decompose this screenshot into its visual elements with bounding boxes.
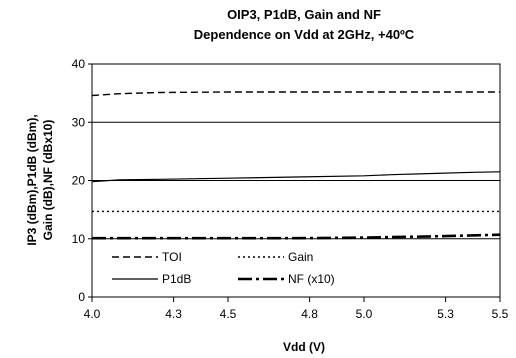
legend-label-3: NF (x10) <box>288 272 335 286</box>
series-line-3 <box>92 233 501 240</box>
x-tick-label-2: 4.5 <box>220 307 237 321</box>
axes: 0 10 20 30 40 4.0 4.3 4.5 4.8 5.0 5.3 5.5 <box>72 57 509 321</box>
x-tick-label-0: 4.0 <box>84 307 101 321</box>
y-tick-label-4: 40 <box>72 57 86 71</box>
y-axis-title-line1: IP3 (dBm),P1dB (dBm), <box>25 114 39 245</box>
legend-label-2: P1dB <box>162 272 191 286</box>
legend-box <box>103 245 331 289</box>
y-axis-title-line2: Gain (dB),NF (dBx10) <box>41 120 55 241</box>
legend-label-1: Gain <box>288 250 313 264</box>
x-tick-label-3: 4.8 <box>301 307 318 321</box>
x-tick-label-4: 5.0 <box>356 307 373 321</box>
gridlines <box>92 63 500 240</box>
series-line-0 <box>91 91 500 97</box>
chart-title: OIP3, P1dB, Gain and NF <box>227 7 381 22</box>
legend: TOI Gain P1dB NF (x10) <box>112 250 335 286</box>
y-tick-label-3: 30 <box>72 115 86 129</box>
x-tick-label-1: 4.3 <box>165 307 182 321</box>
chart-subtitle: Dependence on Vdd at 2GHz, +40ºC <box>194 27 415 42</box>
y-tick-label-1: 10 <box>72 232 86 246</box>
y-tick-label-0: 0 <box>78 290 85 304</box>
x-axis-title: Vdd (V) <box>283 340 325 354</box>
y-tick-label-2: 20 <box>72 174 86 188</box>
plot-frame <box>91 63 501 298</box>
legend-label-0: TOI <box>162 250 182 264</box>
y-axis-title: IP3 (dBm),P1dB (dBm), Gain (dB),NF (dBx1… <box>25 114 55 245</box>
series-line-2 <box>91 171 501 183</box>
x-tick-label-5: 5.3 <box>437 307 454 321</box>
series-lines <box>91 91 501 240</box>
x-tick-label-6: 5.5 <box>492 307 509 321</box>
